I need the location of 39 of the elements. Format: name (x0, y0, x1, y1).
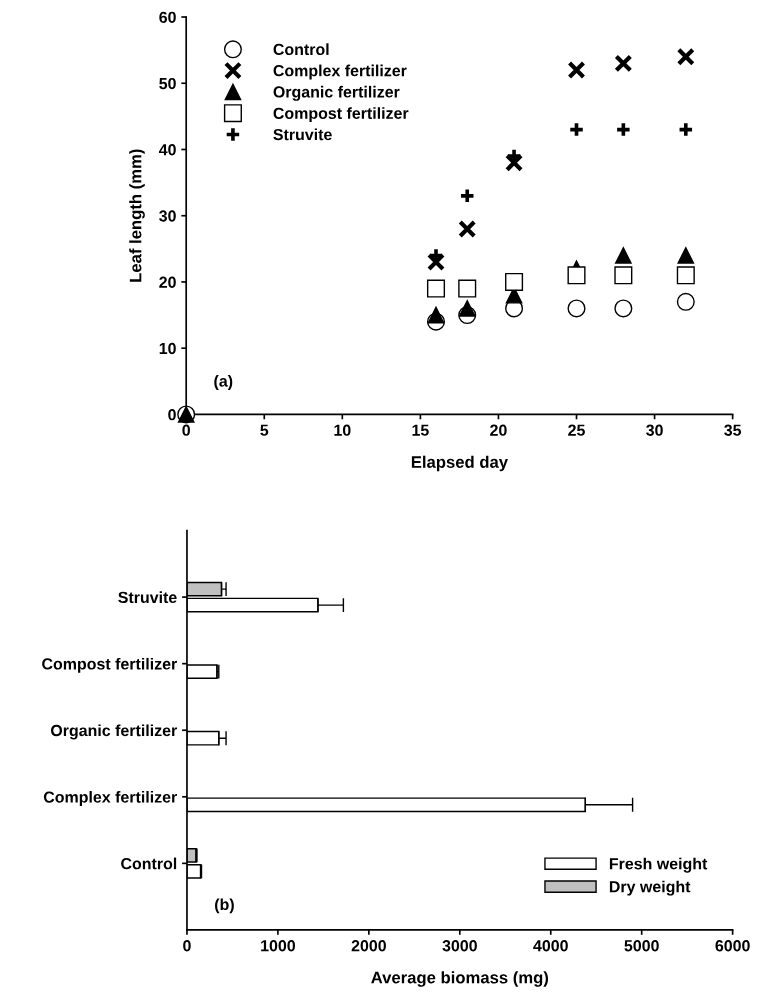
x-tick-label: 35 (724, 424, 742, 436)
x-tick-label: 0 (182, 424, 190, 436)
x-tick-label: 30 (646, 424, 663, 436)
x-axis-title: Elapsed day (411, 455, 508, 472)
legend-label: Fresh weight (609, 857, 708, 873)
legend-label: Struvite (273, 128, 332, 141)
x-tick-label: 10 (334, 424, 351, 436)
y-tick-label: 50 (159, 77, 176, 90)
x-tick-label: 6000 (715, 940, 750, 952)
x-tick-label: 4000 (533, 940, 568, 952)
x-tick-label: 1000 (261, 940, 296, 952)
y-tick-label: 0 (168, 409, 176, 421)
x-tick-label: 2000 (351, 940, 386, 952)
legend-label: Organic fertilizer (273, 85, 400, 101)
x-tick-label: 5 (260, 424, 269, 436)
y-tick-label: Control (121, 857, 177, 870)
y-tick-label: 60 (159, 11, 176, 23)
x-tick-label: 25 (568, 424, 585, 436)
legend-label: Control (273, 43, 329, 56)
x-axis-title: Average biomass (mg) (371, 971, 549, 987)
y-tick-label: 30 (159, 210, 176, 222)
y-tick-label: Compost fertilizer (42, 657, 177, 673)
y-tick-label: 20 (159, 276, 176, 288)
x-tick-label: 5000 (624, 940, 659, 952)
x-tick-label: 0 (183, 940, 191, 952)
legend-label: Dry weight (609, 880, 691, 896)
y-tick-label: 10 (159, 342, 176, 355)
annotation: (a) (214, 375, 233, 390)
annotation: (b) (215, 898, 234, 914)
y-tick-label: 40 (158, 144, 176, 156)
x-tick-label: 15 (412, 424, 429, 436)
x-tick-label: 20 (490, 424, 507, 436)
y-tick-label: Organic fertilizer (50, 724, 177, 740)
legend-label: Compost fertilizer (273, 107, 409, 123)
y-tick-label: Complex fertilizer (43, 791, 177, 806)
legend-label: Complex fertilizer (273, 64, 407, 80)
y-tick-label: Struvite (118, 591, 177, 604)
x-tick-label: 3000 (442, 940, 477, 952)
y-axis-title: Leaf length (mm) (129, 149, 145, 282)
